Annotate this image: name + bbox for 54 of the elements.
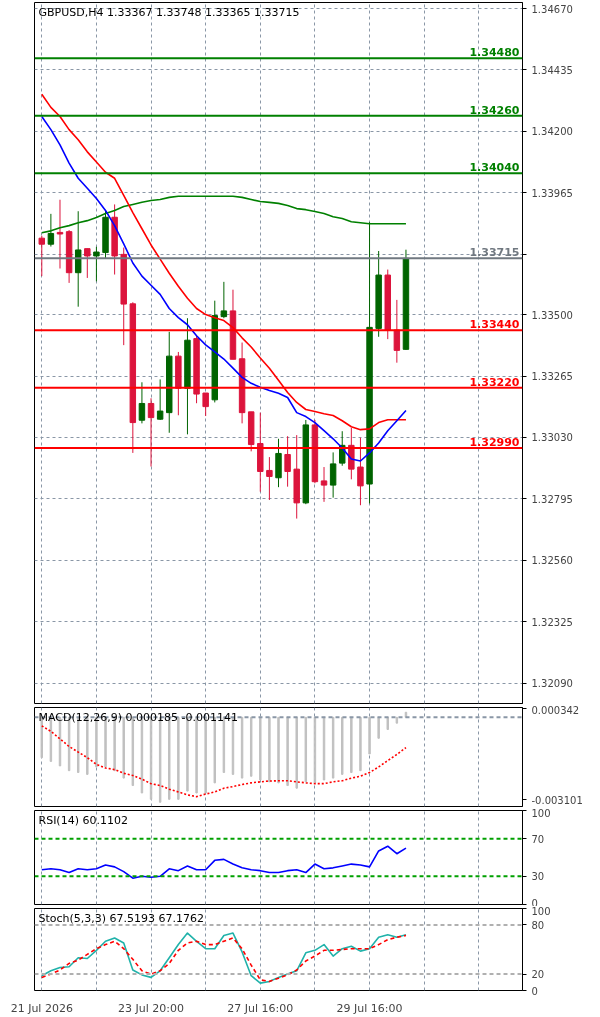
y-tick-label: 80: [531, 919, 545, 931]
y-tick-label: 1.32090: [531, 678, 573, 690]
y-tick-label: 1.33500: [531, 309, 573, 321]
chart-title: MACD(12,26,9) 0.000185 -0.001141: [38, 710, 238, 724]
candlestick: [220, 281, 228, 319]
candlestick: [320, 466, 328, 503]
candlestick: [156, 378, 164, 421]
x-tick-label: 29 Jul 16:00: [336, 1001, 403, 1015]
ref-line-label: 1.34260: [469, 103, 520, 117]
x-tick-label: 21 Jul 2026: [10, 1001, 73, 1015]
line-series: [40, 845, 407, 879]
ref-line-label: 1.34040: [469, 161, 520, 175]
ref-line-label: 1.33440: [469, 318, 520, 332]
chart-title: GBPUSD,H4 1.33367 1.33748 1.33365 1.33715: [38, 5, 300, 19]
y-tick-label: 1.34200: [531, 126, 573, 138]
candlestick: [393, 299, 401, 364]
y-tick-label: 1.33965: [531, 187, 573, 199]
x-tick-label: 27 Jul 16:00: [227, 1001, 294, 1015]
ref-line-label: 1.33715: [469, 246, 520, 260]
y-tick-label: 1.33265: [531, 371, 573, 383]
x-tick-label: 23 Jul 20:00: [118, 1001, 185, 1015]
candlestick: [266, 456, 273, 501]
y-tick-label: 1.33030: [531, 432, 573, 444]
ref-line-label: 1.34480: [469, 46, 520, 60]
y-tick-label: 1.34670: [531, 3, 573, 15]
y-tick-label: 0: [531, 985, 538, 997]
y-tick-label: 1.32795: [531, 493, 573, 505]
ref-line-label: 1.32990: [469, 435, 520, 449]
y-tick-label: 0.000342: [531, 704, 580, 716]
y-tick-label: 30: [531, 871, 545, 883]
chart-title: Stoch(5,3,3) 67.5193 67.1762: [38, 911, 205, 925]
candlestick: [138, 381, 146, 424]
candlestick: [147, 397, 155, 468]
y-tick-label: 1.32560: [531, 555, 573, 567]
candlestick: [38, 235, 46, 277]
chart-title: RSI(14) 60.1102: [38, 813, 128, 827]
ref-line-label: 1.33220: [469, 375, 520, 389]
y-tick-label: 1.32325: [531, 616, 573, 628]
candlestick: [74, 210, 82, 308]
y-tick-label: 1.34435: [531, 64, 573, 76]
candlestick: [84, 248, 91, 279]
y-tick-label: -0.003101: [531, 794, 583, 806]
y-tick-label: 100: [531, 807, 551, 819]
candlestick: [56, 199, 64, 270]
candlestick: [284, 435, 291, 488]
candlestick: [357, 437, 364, 506]
candlestick: [47, 213, 55, 248]
y-tick-label: 20: [531, 969, 545, 981]
y-tick-label: 100: [531, 905, 551, 917]
candlestick: [93, 246, 100, 282]
y-tick-label: 70: [531, 833, 545, 845]
line-series: [40, 725, 407, 798]
candlestick: [329, 451, 337, 499]
candlestick: [202, 392, 209, 417]
